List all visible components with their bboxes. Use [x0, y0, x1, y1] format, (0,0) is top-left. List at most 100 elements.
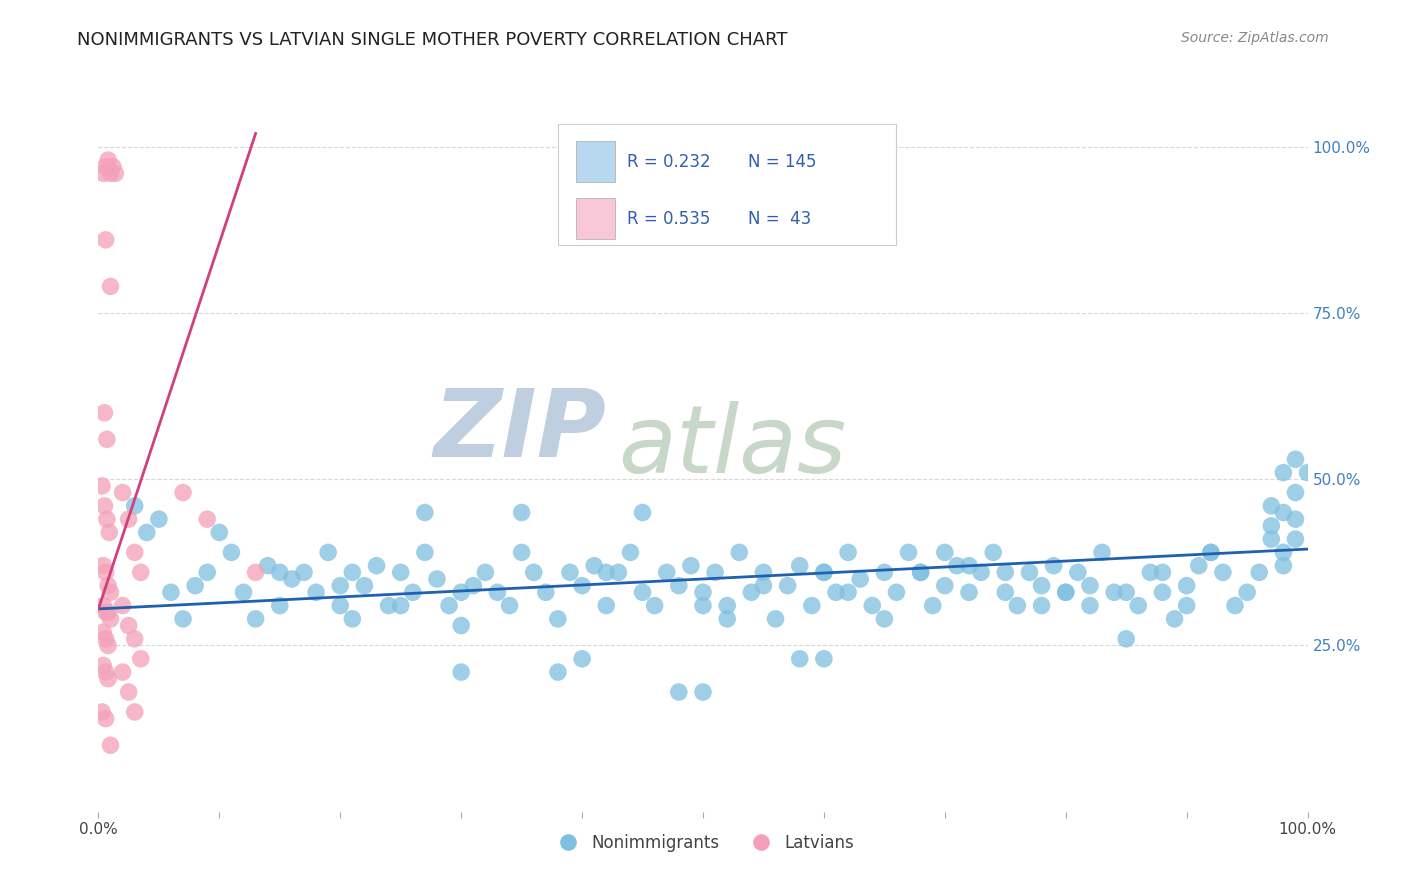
Point [91, 558, 114, 573]
Point [124, 705, 146, 719]
Point [547, 612, 569, 626]
Point [450, 585, 472, 599]
FancyBboxPatch shape [558, 124, 897, 244]
Point [281, 572, 304, 586]
Point [692, 585, 714, 599]
Point [1236, 585, 1258, 599]
Point [510, 506, 533, 520]
Point [837, 545, 859, 559]
Point [245, 566, 267, 580]
Point [837, 585, 859, 599]
Point [172, 612, 194, 626]
Point [256, 558, 278, 573]
Point [534, 585, 557, 599]
Point [849, 572, 872, 586]
Point [91, 625, 114, 640]
Point [184, 579, 207, 593]
Point [1272, 545, 1295, 559]
Point [93, 406, 115, 420]
Point [1091, 545, 1114, 559]
Point [668, 685, 690, 699]
Point [1018, 566, 1040, 580]
Point [981, 545, 1004, 559]
Point [1078, 599, 1101, 613]
Point [450, 665, 472, 679]
Point [595, 599, 617, 613]
Point [245, 612, 267, 626]
Point [1260, 532, 1282, 546]
Point [800, 599, 823, 613]
Point [1272, 466, 1295, 480]
Point [1115, 585, 1137, 599]
Point [97, 605, 120, 619]
Legend: Nonimmigrants, Latvians: Nonimmigrants, Latvians [546, 827, 860, 858]
Point [1139, 566, 1161, 580]
Point [1128, 599, 1150, 613]
Point [523, 566, 546, 580]
Point [91, 705, 114, 719]
FancyBboxPatch shape [576, 198, 614, 239]
Point [97, 579, 120, 593]
Point [402, 585, 425, 599]
Point [232, 585, 254, 599]
Point [96, 433, 118, 447]
Point [910, 566, 932, 580]
Point [101, 160, 124, 174]
Point [631, 506, 654, 520]
Point [269, 566, 291, 580]
Point [571, 652, 593, 666]
Point [547, 665, 569, 679]
Point [765, 612, 787, 626]
Point [94, 566, 117, 580]
Point [1284, 512, 1306, 526]
Point [91, 166, 114, 180]
Point [292, 566, 315, 580]
Point [124, 545, 146, 559]
Point [426, 572, 449, 586]
Point [1115, 632, 1137, 646]
Point [342, 566, 364, 580]
Point [716, 599, 738, 613]
Point [195, 512, 218, 526]
Point [813, 566, 835, 580]
Point [93, 499, 115, 513]
Point [873, 612, 896, 626]
Point [934, 579, 956, 593]
Point [813, 652, 835, 666]
Point [129, 652, 152, 666]
Point [98, 525, 121, 540]
Point [389, 566, 412, 580]
Point [1031, 579, 1053, 593]
Point [571, 579, 593, 593]
Point [752, 579, 775, 593]
Point [1102, 585, 1125, 599]
Point [486, 585, 509, 599]
Point [910, 566, 932, 580]
Point [946, 558, 969, 573]
Point [728, 545, 751, 559]
Point [704, 566, 727, 580]
Text: R = 0.232: R = 0.232 [627, 153, 710, 171]
Point [91, 658, 114, 673]
Point [1188, 558, 1211, 573]
Point [1175, 579, 1198, 593]
Point [94, 712, 117, 726]
Point [160, 585, 183, 599]
Text: R = 0.535: R = 0.535 [627, 210, 710, 227]
Point [934, 545, 956, 559]
Text: Source: ZipAtlas.com: Source: ZipAtlas.com [1181, 31, 1329, 45]
Point [353, 579, 375, 593]
Point [104, 166, 127, 180]
Point [752, 566, 775, 580]
Point [668, 579, 690, 593]
Point [94, 632, 117, 646]
Point [97, 672, 120, 686]
Point [1152, 566, 1174, 580]
Point [776, 579, 799, 593]
Point [1007, 599, 1029, 613]
Point [994, 566, 1017, 580]
Point [679, 558, 702, 573]
Point [97, 639, 120, 653]
Point [94, 160, 117, 174]
Point [498, 599, 520, 613]
